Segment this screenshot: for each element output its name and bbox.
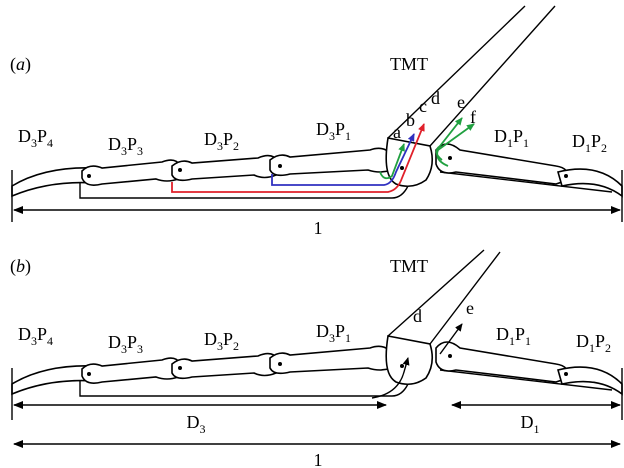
bone-label-part: P (335, 321, 345, 341)
bone-label-part: 1 (523, 136, 529, 150)
bone-label-part: D (316, 321, 329, 341)
tendon-label: d (413, 306, 422, 326)
length-label: 1 (314, 218, 323, 238)
bone-label: D3P3 (108, 134, 143, 158)
bone-label-part: P (223, 129, 233, 149)
panel-tag-part: a (16, 54, 25, 74)
bone-label-part: 4 (47, 334, 53, 348)
bone-label-part: 1 (525, 334, 531, 348)
bone-label: D3P1 (316, 119, 351, 143)
bone-label: TMT (390, 256, 428, 276)
length-label: D3 (187, 412, 206, 436)
bone-label-part: D (572, 131, 585, 151)
bone-label-part: P (223, 329, 233, 349)
bone-label-part: 2 (233, 339, 239, 353)
foot-b (12, 336, 622, 420)
bone-label-part: D (496, 324, 509, 344)
panel-tag: (a) (10, 54, 31, 75)
bone-label-part: D (204, 329, 217, 349)
bone-label-part: 2 (605, 341, 611, 355)
bone-label-part: 3 (137, 144, 143, 158)
bone-label-part: D (18, 126, 31, 146)
bone-label-part: P (127, 134, 137, 154)
bone-label-part: 1 (345, 331, 351, 345)
bone-label: D1P2 (576, 331, 611, 355)
length-label-part: D (187, 412, 200, 432)
bone-label-part: D (204, 129, 217, 149)
panel-tag-part: ) (25, 54, 31, 75)
tendon-label: e (466, 298, 474, 318)
bone-label: D3P2 (204, 329, 239, 353)
bone-label-part: P (591, 131, 601, 151)
bone-label-part: D (316, 119, 329, 139)
bone-label: D1P1 (494, 126, 529, 150)
bone-label-part: 3 (137, 342, 143, 356)
tendon-label: f (470, 107, 476, 127)
panel-tag-part: ) (25, 256, 31, 277)
bone-label-part: D (494, 126, 507, 146)
bone-label: D3P4 (18, 324, 53, 348)
figure: (a)TMTD3P4D3P3D3P2D3P1abcdefD1P1D1P21(b)… (0, 0, 624, 468)
panel-tag: (b) (10, 256, 31, 277)
bone-label: D1P2 (572, 131, 607, 155)
bone-label: D3P2 (204, 129, 239, 153)
panel-a (12, 6, 622, 222)
bone-label: D3P4 (18, 126, 53, 150)
panel-tag-part: b (16, 256, 25, 276)
bone-label-part: 2 (233, 139, 239, 153)
tendon-label: e (457, 92, 465, 112)
tendon-label: a (393, 122, 401, 142)
length-label-part: 1 (534, 422, 540, 436)
length-label-part: 3 (200, 422, 206, 436)
bone-label-part: D (576, 331, 589, 351)
bone-label: D3P1 (316, 321, 351, 345)
bone-label-part: P (37, 324, 47, 344)
length-label: D1 (521, 412, 540, 436)
tendon-label: c (419, 96, 427, 116)
bone-label-part: P (513, 126, 523, 146)
length-label: 1 (314, 450, 323, 468)
bone-label: D3P3 (108, 332, 143, 356)
bone-label-part: 1 (345, 129, 351, 143)
bone-label-part: P (515, 324, 525, 344)
bone-label-part: P (595, 331, 605, 351)
bone-label-part: P (127, 332, 137, 352)
bone-label-part: D (18, 324, 31, 344)
bone-label-part: 2 (601, 141, 607, 155)
bone-label: TMT (390, 54, 428, 74)
length-label-part: D (521, 412, 534, 432)
bone-label-part: P (37, 126, 47, 146)
tendon-label: d (431, 88, 440, 108)
bone-label: D1P1 (496, 324, 531, 348)
bone-label-part: D (108, 134, 121, 154)
tendon-label: b (406, 110, 415, 130)
bone-label-part: D (108, 332, 121, 352)
bone-label-part: 4 (47, 136, 53, 150)
bone-label-part: P (335, 119, 345, 139)
